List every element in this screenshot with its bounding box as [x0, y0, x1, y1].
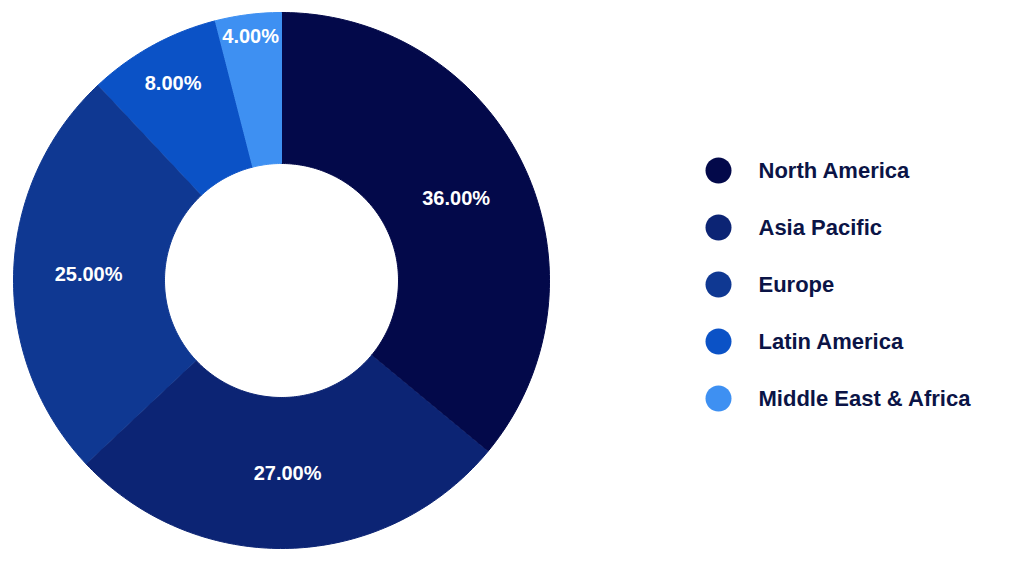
svg-text:25.00%: 25.00%	[55, 263, 123, 285]
svg-text:27.00%: 27.00%	[254, 462, 322, 484]
svg-text:36.00%: 36.00%	[422, 187, 490, 209]
svg-text:Europe: Europe	[759, 272, 835, 297]
svg-text:4.00%: 4.00%	[222, 25, 279, 47]
svg-text:Middle East & Africa: Middle East & Africa	[759, 386, 972, 411]
svg-text:Asia Pacific: Asia Pacific	[759, 215, 883, 240]
svg-text:North America: North America	[759, 158, 911, 183]
svg-text:Latin America: Latin America	[759, 329, 904, 354]
svg-text:8.00%: 8.00%	[145, 72, 202, 94]
